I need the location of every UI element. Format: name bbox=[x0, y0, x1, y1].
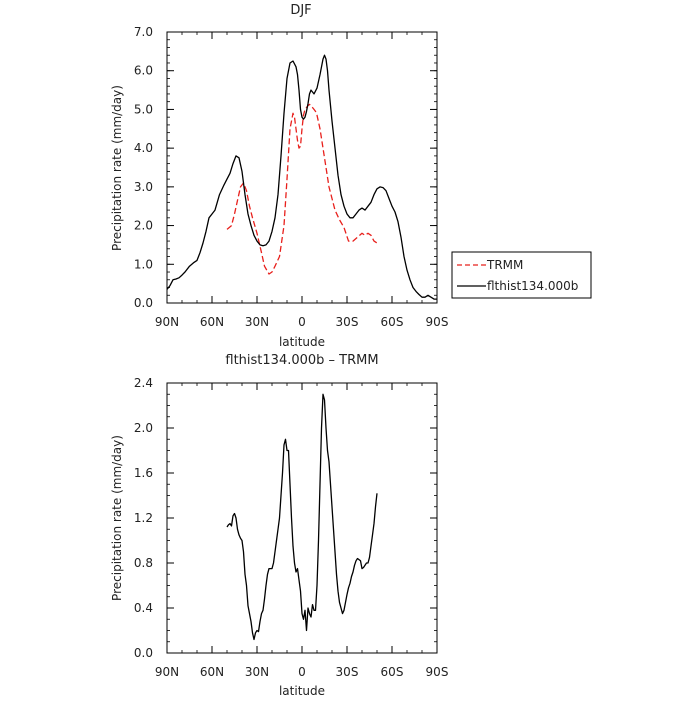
y-tick-label: 0.0 bbox=[134, 646, 153, 660]
x-tick-label: 0 bbox=[298, 665, 306, 679]
legend-box bbox=[451, 251, 592, 299]
panel-1-series bbox=[166, 54, 437, 300]
panel-1-y-tick-labels: 0.0 1.0 2.0 3.0 4.0 5.0 6.0 7.0 bbox=[134, 25, 153, 310]
y-tick-label: 1.0 bbox=[134, 257, 153, 271]
series-line-flthist134-000b bbox=[166, 54, 437, 300]
x-tick-label: 60S bbox=[381, 665, 404, 679]
panel-2-plot-frame bbox=[166, 382, 438, 654]
x-tick-label: 90N bbox=[155, 315, 179, 329]
y-tick-label: 2.4 bbox=[134, 376, 153, 390]
panel-1: DJF 0.0 1.0 2.0 3.0 4.0 5.0 6.0 7.0 90N 60N 30N 0 3… bbox=[110, 3, 448, 349]
panel-2: flthist134.000b – TRMM 0.0 0.4 0.8 1.2 1.6 2.… bbox=[110, 353, 448, 698]
panel-1-title: DJF bbox=[290, 3, 311, 18]
series-line-trmm bbox=[226, 103, 378, 275]
panel-2-x-tick-labels: 90N 60N 30N 0 30S 60S 90S bbox=[155, 665, 449, 679]
y-tick-label: 0.8 bbox=[134, 556, 153, 570]
x-tick-label: 30N bbox=[245, 315, 269, 329]
y-tick-label: 0.0 bbox=[134, 296, 153, 310]
y-tick-label: 4.0 bbox=[134, 141, 153, 155]
panel-2-x-axis-label: latitude bbox=[279, 684, 325, 698]
x-tick-label: 60N bbox=[200, 665, 224, 679]
panel-1-x-axis-label: latitude bbox=[279, 335, 325, 349]
x-tick-label: 90N bbox=[155, 665, 179, 679]
x-tick-label: 90S bbox=[426, 315, 449, 329]
panel-2-title: flthist134.000b – TRMM bbox=[225, 353, 378, 368]
x-tick-label: 60S bbox=[381, 315, 404, 329]
panel-2-y-tick-labels: 0.0 0.4 0.8 1.2 1.6 2.0 2.4 bbox=[134, 376, 153, 660]
panel-1-ticks bbox=[166, 31, 438, 304]
panel-2-y-axis-label: Precipitation rate (mm/day) bbox=[110, 435, 124, 601]
panel-1-x-tick-labels: 90N 60N 30N 0 30S 60S 90S bbox=[155, 315, 449, 329]
legend: TRMM flthist134.000b bbox=[451, 251, 592, 299]
y-tick-label: 0.4 bbox=[134, 601, 153, 615]
x-tick-label: 30N bbox=[245, 665, 269, 679]
panel-1-y-axis-label: Precipitation rate (mm/day) bbox=[110, 85, 124, 251]
y-tick-label: 6.0 bbox=[134, 64, 153, 78]
y-tick-label: 7.0 bbox=[134, 25, 153, 39]
y-tick-label: 2.0 bbox=[134, 219, 153, 233]
x-tick-label: 30S bbox=[336, 315, 359, 329]
legend-label-model: flthist134.000b bbox=[487, 279, 578, 293]
y-tick-label: 2.0 bbox=[134, 421, 153, 435]
y-tick-label: 1.6 bbox=[134, 466, 153, 480]
panel-1-plot-frame bbox=[166, 31, 438, 304]
x-tick-label: 90S bbox=[426, 665, 449, 679]
legend-label-trmm: TRMM bbox=[486, 258, 523, 272]
panel-2-series bbox=[226, 393, 378, 641]
x-tick-label: 0 bbox=[298, 315, 306, 329]
y-tick-label: 1.2 bbox=[134, 511, 153, 525]
x-tick-label: 60N bbox=[200, 315, 224, 329]
difference-line bbox=[226, 393, 378, 641]
x-tick-label: 30S bbox=[336, 665, 359, 679]
y-tick-label: 5.0 bbox=[134, 102, 153, 116]
y-tick-label: 3.0 bbox=[134, 180, 153, 194]
